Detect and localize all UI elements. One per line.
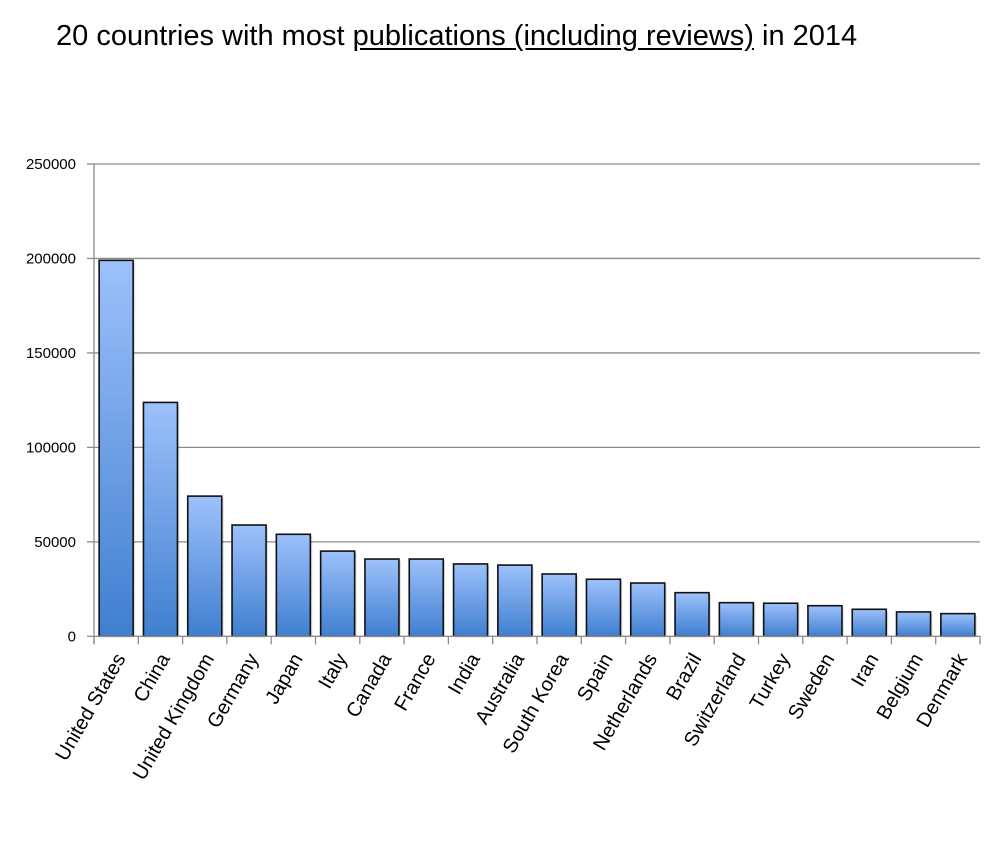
y-tick-label: 100000 [26, 439, 76, 456]
chart-title: 20 countries with most publications (inc… [56, 20, 857, 53]
y-tick-label: 250000 [26, 156, 76, 173]
bar-france [408, 558, 445, 638]
x-tick-label: Japan [261, 650, 307, 708]
bar-india [452, 563, 489, 638]
x-tick-label: France [390, 650, 440, 715]
title-underlined: publications (including reviews) [352, 20, 754, 52]
bar-australia [497, 564, 533, 638]
y-tick-label: 50000 [34, 534, 76, 551]
bar-brazil [674, 591, 710, 638]
bar-south-korea [541, 573, 577, 638]
title-suffix: in 2014 [753, 20, 858, 52]
bar-denmark [940, 612, 976, 638]
bar-iran [851, 608, 888, 638]
bar-canada [364, 558, 400, 638]
bar-china [142, 401, 179, 638]
x-tick-label: Iran [847, 650, 883, 691]
bar-italy [319, 550, 356, 638]
bar-united-kingdom [186, 495, 223, 638]
y-tick-label: 0 [68, 628, 76, 645]
y-tick-label: 150000 [26, 345, 76, 362]
x-tick-label: Spain [573, 650, 618, 705]
bar-germany [231, 524, 267, 638]
x-tick-label: Turkey [746, 650, 795, 713]
bar-belgium [895, 611, 932, 638]
x-tick-label: China [130, 649, 176, 706]
gridlines [94, 163, 980, 543]
x-tick-label: United States [51, 650, 130, 765]
x-tick-label: Italy [315, 650, 352, 693]
bar-turkey [762, 602, 799, 638]
bar-united-states [98, 259, 134, 638]
bars [98, 259, 977, 638]
title-prefix: 20 countries with most [56, 20, 353, 52]
bar-sweden [807, 604, 843, 638]
bar-switzerland [718, 601, 755, 638]
bar-netherlands [629, 582, 666, 638]
y-tick-label: 200000 [26, 250, 76, 267]
axes [87, 163, 981, 645]
x-tick-label: India [444, 649, 485, 698]
bar-japan [275, 533, 312, 638]
bar-spain [585, 578, 622, 638]
x-tick-label: Brazil [662, 650, 706, 704]
